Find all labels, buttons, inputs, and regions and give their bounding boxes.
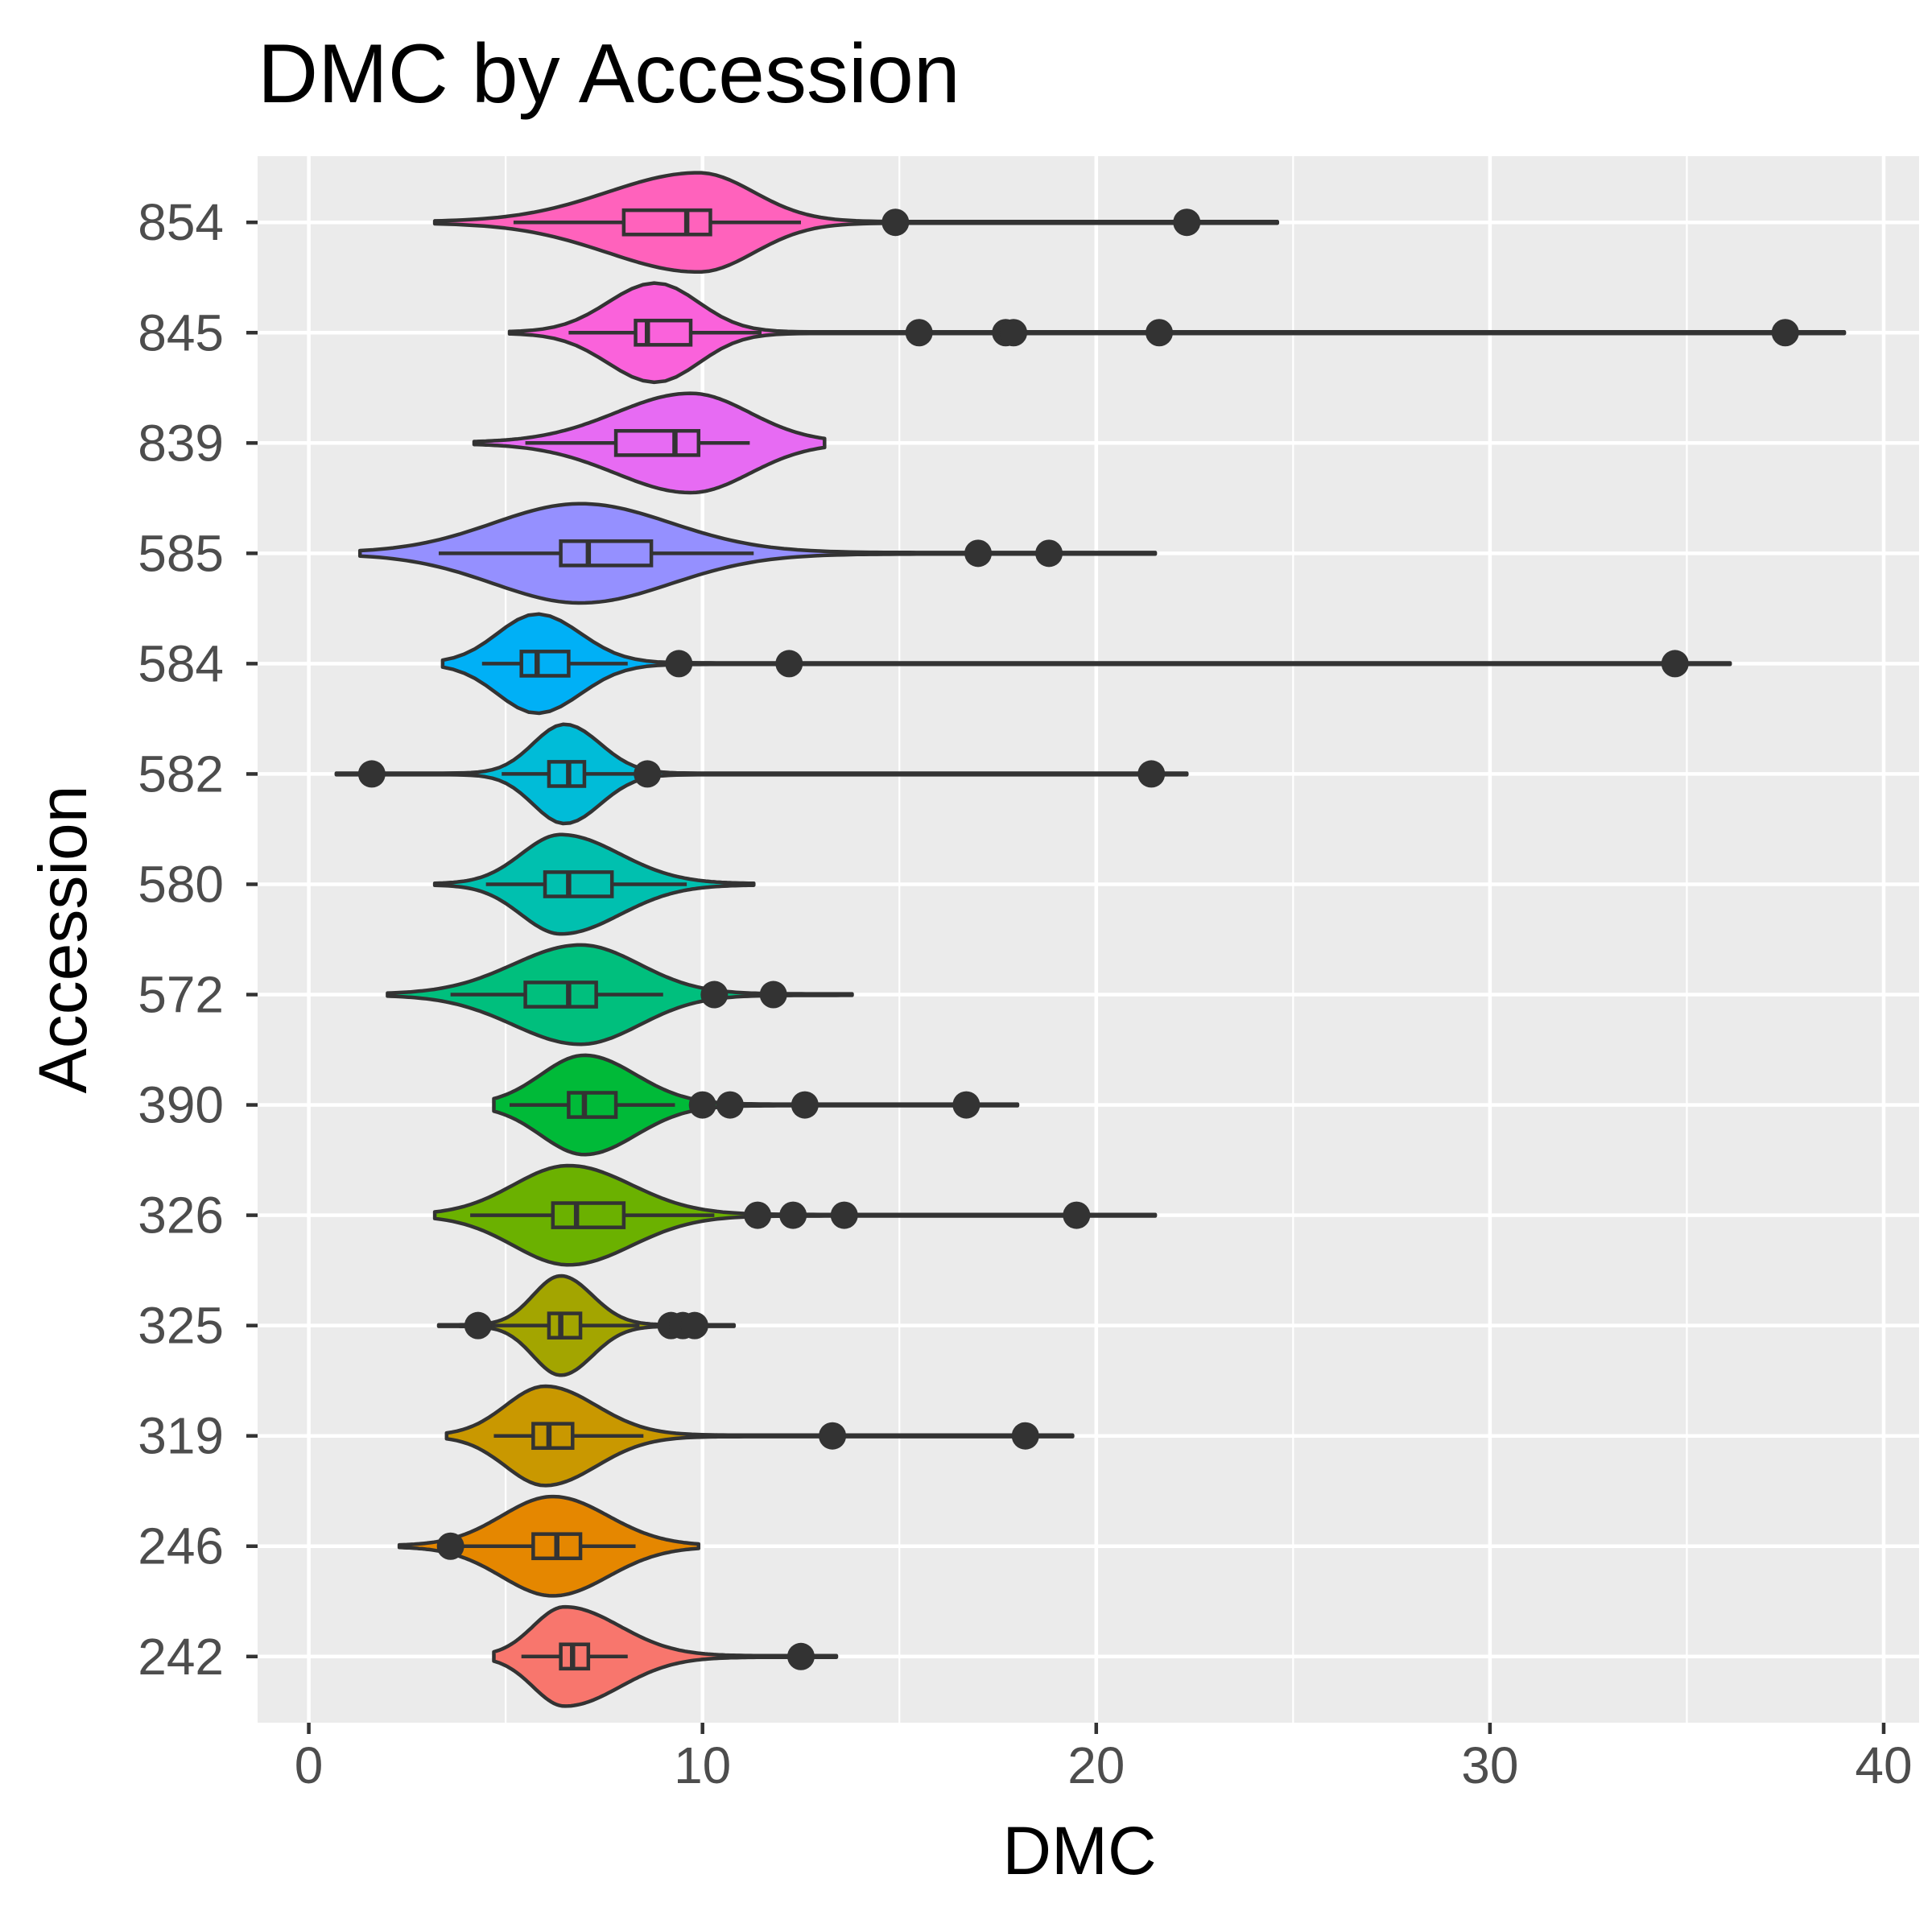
outlier-point-326	[779, 1201, 807, 1229]
y-tick-label: 854	[138, 193, 224, 251]
violin-group-585	[357, 502, 1158, 605]
y-axis-title: Accession	[25, 786, 101, 1094]
outlier-point-845	[1146, 319, 1174, 347]
violin-group-845	[507, 281, 1847, 385]
outlier-point-390	[716, 1091, 744, 1119]
violin-shape-242	[492, 1604, 839, 1708]
y-axis: 242 246 319 325 326 390 572 580 582 584 585 839 845 8…	[138, 193, 258, 1686]
outlier-point-390	[952, 1091, 980, 1119]
outlier-point-326	[1063, 1201, 1091, 1229]
outlier-point-845	[1000, 319, 1028, 347]
x-tick-label: 20	[1067, 1736, 1125, 1794]
y-tick-label: 845	[138, 303, 224, 361]
outlier-point-582	[634, 760, 662, 788]
violin-shape-584	[440, 612, 1732, 716]
y-tick-label: 582	[138, 745, 224, 803]
outlier-point-845	[1771, 319, 1799, 347]
violin-shape-585	[357, 502, 1158, 605]
x-tick-label: 10	[674, 1736, 731, 1794]
y-tick-label: 326	[138, 1187, 224, 1245]
box-iqr-580	[543, 870, 614, 898]
outlier-point-326	[744, 1201, 772, 1229]
violin-group-584	[440, 612, 1732, 716]
box-iqr-585	[559, 539, 654, 568]
violin-group-572	[386, 943, 854, 1046]
plot-panel	[258, 156, 1919, 1723]
outlier-point-584	[1661, 650, 1689, 678]
box-iqr-839	[613, 428, 701, 457]
violin-shape-845	[507, 281, 1847, 385]
y-tick-label: 585	[138, 524, 224, 582]
violin-shape-582	[334, 722, 1189, 826]
outlier-point-242	[786, 1642, 815, 1670]
violin-group-246	[397, 1494, 701, 1598]
outlier-point-572	[759, 980, 787, 1009]
x-tick-label: 0	[295, 1736, 324, 1794]
box-iqr-572	[523, 980, 598, 1009]
violin-shape-854	[432, 171, 1280, 275]
outlier-point-572	[700, 980, 729, 1009]
chart-title: DMC by Accession	[258, 27, 960, 121]
x-axis-title: DMC	[1002, 1813, 1156, 1889]
x-axis: 0 10 20 30 40	[295, 1723, 1913, 1794]
box-iqr-326	[551, 1201, 626, 1229]
outlier-point-584	[775, 650, 803, 678]
x-tick-label: 30	[1461, 1736, 1518, 1794]
box-iqr-319	[531, 1422, 575, 1451]
y-tick-label: 390	[138, 1076, 224, 1134]
violin-group-242	[492, 1604, 839, 1708]
violin-group-839	[472, 391, 827, 495]
outlier-point-585	[1035, 539, 1063, 568]
y-tick-label: 242	[138, 1628, 224, 1686]
outlier-point-325	[680, 1311, 708, 1340]
outlier-point-584	[665, 650, 693, 678]
x-tick-label: 40	[1855, 1736, 1912, 1794]
outlier-point-845	[905, 319, 933, 347]
violin-group-326	[432, 1163, 1158, 1267]
outlier-point-582	[1137, 760, 1166, 788]
outlier-point-319	[819, 1422, 847, 1450]
y-tick-label: 584	[138, 634, 224, 692]
box-iqr-854	[621, 208, 712, 237]
violin-group-319	[444, 1384, 1075, 1488]
outlier-point-326	[830, 1201, 858, 1229]
outlier-point-325	[464, 1311, 492, 1340]
y-tick-label: 319	[138, 1407, 224, 1465]
box-iqr-325	[547, 1311, 583, 1340]
y-tick-label: 325	[138, 1297, 224, 1355]
outlier-point-246	[436, 1532, 464, 1560]
outlier-point-854	[881, 208, 910, 237]
violin-shape-319	[444, 1384, 1075, 1488]
violin-shape-390	[492, 1053, 1020, 1157]
violin-group-390	[492, 1053, 1020, 1157]
y-tick-label: 572	[138, 966, 224, 1024]
box-iqr-390	[567, 1091, 618, 1119]
violin-group-854	[432, 171, 1280, 275]
violin-group-582	[334, 722, 1189, 826]
outlier-point-582	[357, 760, 386, 788]
outlier-point-390	[791, 1091, 819, 1119]
y-tick-label: 580	[138, 855, 224, 913]
box-iqr-845	[634, 318, 693, 347]
outlier-point-390	[688, 1091, 716, 1119]
violin-group-325	[436, 1274, 737, 1377]
violin-group-580	[432, 832, 756, 936]
outlier-point-854	[1173, 208, 1201, 237]
y-tick-label: 839	[138, 414, 224, 472]
y-tick-label: 246	[138, 1517, 224, 1575]
violin-layer	[334, 171, 1847, 1708]
box-iqr-584	[519, 650, 571, 678]
outlier-point-585	[964, 539, 993, 568]
outlier-point-319	[1011, 1422, 1039, 1450]
